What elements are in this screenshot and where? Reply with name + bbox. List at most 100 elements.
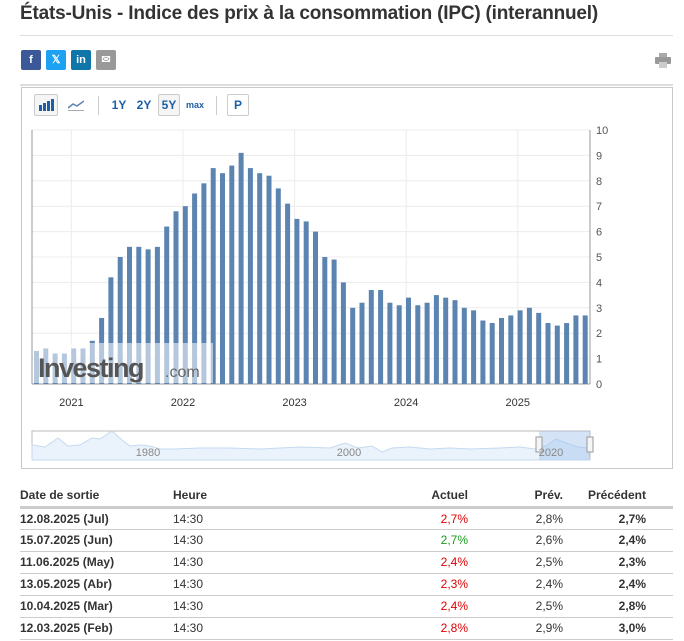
bar[interactable] (499, 317, 504, 384)
p-button[interactable]: P (227, 94, 249, 116)
bar[interactable] (508, 315, 514, 384)
facebook-share-button[interactable]: f (21, 50, 41, 70)
col-forecast[interactable]: Prév. (468, 484, 563, 509)
bar[interactable] (220, 173, 225, 384)
range-5y-button[interactable]: 5Y (158, 94, 180, 116)
bar[interactable] (117, 257, 123, 384)
release-time: 14:30 (173, 507, 323, 530)
navigator-selection[interactable] (539, 431, 590, 460)
previous-value: 2,3% (563, 551, 646, 574)
bar[interactable] (340, 282, 346, 384)
navigator-handle[interactable] (586, 436, 594, 453)
col-actual[interactable]: Actuel (323, 484, 468, 509)
bar[interactable] (368, 290, 374, 384)
spacer (646, 551, 673, 574)
spacer (646, 529, 673, 552)
spacer (646, 573, 673, 596)
range-max-button[interactable]: max (185, 100, 204, 110)
bar[interactable] (433, 295, 439, 384)
bar-chart-button[interactable] (34, 94, 58, 116)
bar[interactable] (164, 226, 170, 384)
bar[interactable] (526, 307, 532, 384)
printer-icon[interactable] (655, 53, 671, 68)
release-history-table: Date de sortie Heure Actuel Prév. Précéd… (20, 484, 673, 640)
line-chart-button[interactable] (64, 94, 88, 116)
watermark-backdrop (34, 343, 213, 383)
bar[interactable] (238, 152, 244, 384)
bar[interactable] (489, 323, 495, 384)
bar[interactable] (145, 249, 151, 384)
bar[interactable] (415, 305, 421, 384)
bar[interactable] (127, 246, 132, 384)
bar[interactable] (350, 307, 356, 384)
bar[interactable] (573, 315, 579, 384)
previous-value: 2,8% (563, 595, 646, 618)
bar[interactable] (247, 168, 253, 384)
table-row: 12.03.2025 (Feb) 14:30 2,8% 2,9% 3,0% (20, 617, 673, 640)
bar[interactable] (461, 307, 467, 384)
bar[interactable] (517, 310, 523, 384)
y-tick-label: 8 (596, 176, 602, 188)
bar[interactable] (387, 302, 393, 384)
bar[interactable] (210, 168, 216, 384)
bar[interactable] (424, 302, 430, 384)
email-share-button[interactable]: ✉ (96, 50, 116, 70)
bar[interactable] (275, 188, 281, 384)
release-date: 11.06.2025 (May) (20, 551, 173, 574)
bar[interactable] (182, 206, 188, 384)
col-previous[interactable]: Précédent (563, 484, 646, 509)
cpi-bar-chart: 0 1 2 3 4 5 6 7 8 9 10 2021 2022 2023 2024 2025 Investin… (31, 125, 608, 461)
release-date: 12.08.2025 (Jul) (20, 507, 173, 530)
actual-value: 2,3% (323, 573, 468, 596)
col-time[interactable]: Heure (173, 484, 323, 509)
bar[interactable] (322, 257, 328, 384)
bar[interactable] (313, 231, 318, 384)
forecast-value: 2,5% (468, 595, 563, 618)
x-tick-label: 2025 (506, 397, 530, 409)
bar[interactable] (396, 305, 402, 384)
bar[interactable] (303, 221, 309, 384)
bar[interactable] (154, 246, 160, 384)
bar[interactable] (359, 302, 365, 384)
bar[interactable] (443, 297, 449, 384)
bar[interactable] (136, 246, 142, 384)
bar[interactable] (257, 173, 263, 384)
bar[interactable] (480, 320, 486, 385)
forecast-value: 2,4% (468, 573, 563, 596)
bar[interactable] (378, 290, 384, 384)
bar[interactable] (331, 259, 337, 384)
bar[interactable] (294, 218, 300, 384)
bar[interactable] (406, 297, 411, 384)
bar[interactable] (229, 165, 235, 384)
y-tick-label: 2 (596, 328, 602, 340)
bar[interactable] (471, 310, 477, 384)
bar[interactable] (536, 312, 542, 384)
forecast-value: 2,8% (468, 507, 563, 530)
y-tick-label: 1 (596, 354, 602, 366)
bar[interactable] (554, 325, 560, 384)
previous-value: 2,4% (563, 573, 646, 596)
actual-value: 2,7% (323, 529, 468, 552)
y-tick-label: 0 (596, 379, 602, 391)
bar[interactable] (108, 277, 114, 384)
bar[interactable] (545, 323, 551, 384)
bar[interactable] (201, 183, 207, 384)
range-1y-button[interactable]: 1Y (111, 98, 127, 112)
actual-value: 2,7% (323, 507, 468, 530)
bar[interactable] (452, 300, 458, 384)
bar[interactable] (285, 203, 291, 384)
release-time: 14:30 (173, 529, 323, 552)
bar[interactable] (266, 175, 272, 384)
bar[interactable] (173, 211, 179, 384)
navigator-handle[interactable] (535, 436, 543, 453)
navigator-label: 2000 (337, 447, 361, 459)
x-tick-label: 2024 (394, 397, 418, 409)
range-2y-button[interactable]: 2Y (136, 98, 152, 112)
bar[interactable] (192, 193, 198, 385)
bar[interactable] (564, 323, 570, 384)
x-share-button[interactable]: 𝕏 (46, 50, 66, 70)
previous-value: 2,7% (563, 507, 646, 530)
col-date[interactable]: Date de sortie (20, 484, 173, 509)
linkedin-share-button[interactable]: in (71, 50, 91, 70)
bar[interactable] (582, 315, 588, 384)
